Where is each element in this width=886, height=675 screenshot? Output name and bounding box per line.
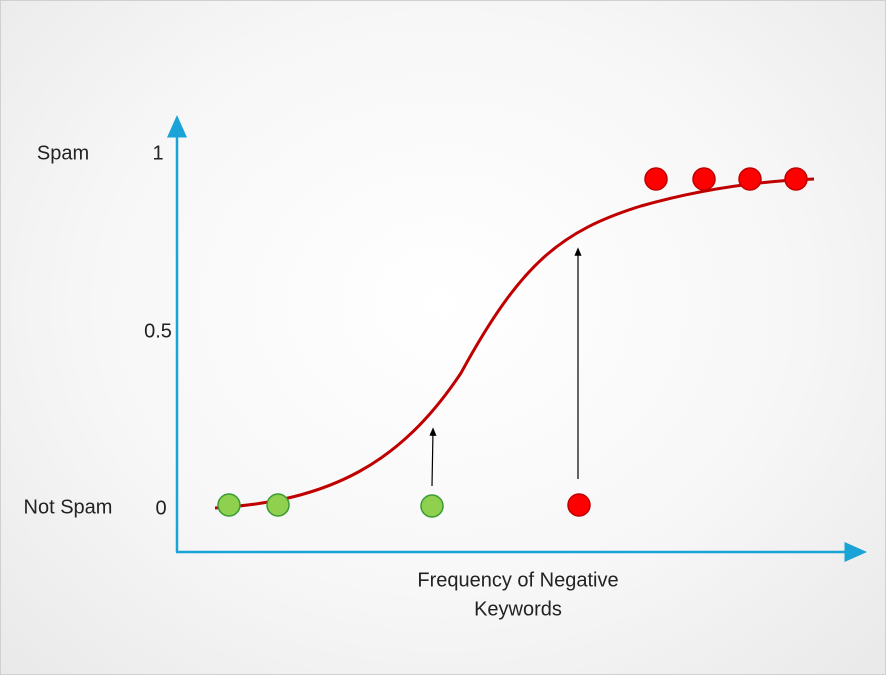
not-spam-point	[266, 493, 290, 517]
not-spam-point	[420, 494, 444, 518]
spam-point	[784, 167, 808, 191]
y-top-label: Spam	[37, 142, 89, 164]
spam-point	[644, 167, 668, 191]
x-axis-label: Keywords	[474, 598, 562, 620]
x-axis-label: Frequency of Negative	[417, 569, 618, 591]
spam-point	[567, 493, 591, 517]
sigmoid-curve	[214, 177, 815, 510]
not-spam-point	[217, 493, 241, 517]
arrow	[429, 427, 437, 487]
y-mid-tick: 0.5	[144, 320, 172, 342]
y-bottom-tick: 0	[155, 497, 166, 519]
spam-point	[738, 167, 762, 191]
spam-point	[692, 167, 716, 191]
y-top-tick: 1	[152, 142, 163, 164]
y-bottom-label: Not Spam	[24, 496, 113, 518]
